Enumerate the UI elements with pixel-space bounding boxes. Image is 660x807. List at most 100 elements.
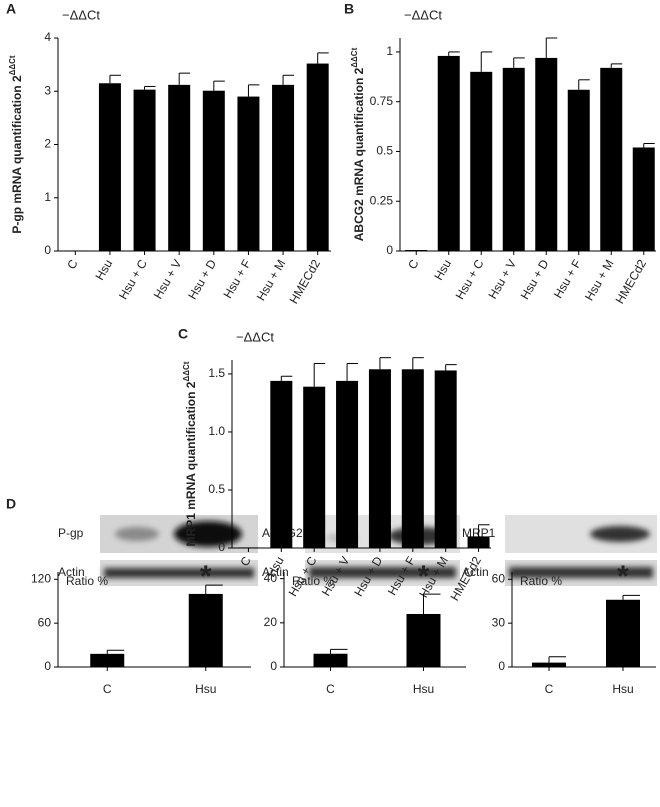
error-bar — [346, 362, 359, 381]
panel-label: D — [6, 496, 16, 512]
band — [104, 568, 254, 578]
y-tick-label: 0.5 — [376, 144, 393, 158]
bar — [202, 90, 225, 251]
annotation: −ΔΔCt — [62, 7, 100, 22]
blot-label: Actin — [462, 565, 489, 579]
y-tick-label: 0 — [386, 243, 393, 257]
y-axis-label-main: P-gp mRNA quantification 2 — [10, 75, 24, 234]
y-tick-label: 0.5 — [208, 482, 225, 496]
y-tick-label: 1.0 — [208, 424, 225, 438]
error-bar — [313, 362, 326, 387]
y-tick-label: 0 — [44, 659, 51, 673]
error-bar — [247, 84, 260, 97]
bar — [64, 250, 87, 251]
significance: * — [617, 560, 629, 593]
x-tick-label: Hsu + F — [551, 257, 584, 301]
x-tick-label: C — [545, 682, 554, 696]
y-tick-label: 2 — [44, 137, 51, 151]
band — [590, 526, 650, 542]
band — [309, 567, 456, 578]
error-bar — [622, 594, 640, 600]
bar — [306, 63, 329, 252]
bar — [632, 147, 655, 251]
error-bar — [280, 375, 293, 381]
x-tick-label: HMECd2 — [613, 257, 650, 306]
bar — [535, 57, 558, 252]
bar — [90, 653, 125, 667]
y-tick-label: 1 — [44, 190, 51, 204]
error-bar — [478, 524, 490, 537]
error-bar — [643, 143, 655, 148]
error-bar — [513, 57, 525, 68]
x-tick-label: Hsu — [612, 682, 633, 696]
bar — [237, 547, 260, 548]
bar — [188, 593, 223, 667]
error-bar — [213, 80, 225, 91]
x-tick-label: Hsu — [413, 682, 434, 696]
x-tick-label: C — [326, 682, 335, 696]
y-tick-label: 60 — [38, 615, 52, 629]
y-tick-label: 1 — [386, 44, 393, 58]
bar — [303, 386, 326, 548]
bar — [406, 613, 441, 667]
bar — [434, 370, 457, 548]
x-tick-label: Hsu + C — [453, 257, 487, 302]
bar — [467, 536, 490, 548]
bar — [502, 67, 525, 252]
y-tick-label: 0.75 — [370, 94, 394, 108]
bar — [606, 599, 640, 667]
x-tick-label: Hsu + V — [485, 257, 519, 301]
y-tick-label: 120 — [31, 571, 51, 585]
blot-label: P-gp — [58, 526, 84, 540]
error-bar — [578, 79, 590, 90]
x-tick-label: Hsu — [195, 682, 216, 696]
bar — [368, 369, 391, 548]
error-bar — [610, 63, 623, 68]
error-bar — [379, 357, 391, 370]
bar — [133, 89, 156, 251]
panel-label: C — [178, 326, 188, 342]
significance: * — [418, 560, 430, 593]
annotation: Ratio % — [520, 574, 562, 588]
x-tick-label: Hsu — [431, 257, 454, 282]
error-bar — [144, 85, 156, 90]
x-tick-label: Hsu + V — [151, 257, 185, 301]
bar — [237, 96, 260, 251]
y-tick-label: 0 — [498, 659, 505, 673]
y-axis-label-sup: ΔΔCt — [350, 47, 359, 67]
bar — [313, 653, 348, 667]
error-bar — [423, 593, 441, 614]
y-tick-label: 3 — [44, 83, 51, 97]
x-tick-label: C — [103, 682, 112, 696]
x-tick-label: Hsu + C — [116, 257, 150, 302]
bar — [168, 84, 191, 251]
bar — [272, 84, 295, 251]
error-bar — [109, 74, 121, 84]
band — [509, 567, 653, 578]
blot-label: Actin — [262, 565, 289, 579]
y-tick-label: 4 — [44, 30, 51, 44]
panel-label: A — [6, 1, 16, 17]
error-bar — [412, 357, 424, 370]
annotation: Ratio % — [66, 574, 108, 588]
bar — [401, 369, 424, 548]
bar — [567, 89, 590, 251]
error-bar — [178, 72, 191, 85]
annotation: −ΔΔCt — [404, 7, 442, 22]
bar — [600, 67, 623, 252]
bar — [98, 83, 121, 251]
x-tick-label: Hsu + M — [582, 257, 617, 303]
x-tick-label: C — [405, 257, 422, 272]
error-bar — [480, 51, 493, 72]
y-tick-label: 0.25 — [370, 193, 394, 207]
bar — [532, 662, 566, 667]
x-tick-label: C — [64, 257, 81, 272]
y-tick-label: 30 — [492, 615, 506, 629]
y-axis-label: MRP1 mRNA quantification 2ΔΔCt — [182, 361, 198, 546]
x-tick-label: Hsu + M — [254, 257, 289, 303]
error-bar — [317, 52, 329, 64]
y-tick-label: 40 — [264, 571, 278, 585]
annotation: Ratio % — [292, 574, 334, 588]
error-bar — [445, 364, 457, 371]
